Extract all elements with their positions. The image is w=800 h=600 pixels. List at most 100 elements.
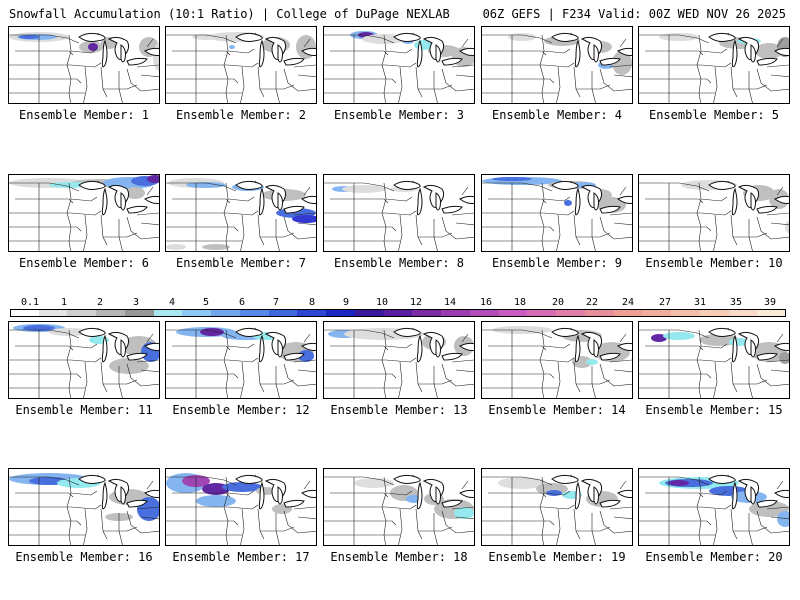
- legend-swatch: [699, 309, 729, 317]
- ensemble-member-map: [8, 321, 160, 399]
- ensemble-member-label: Ensemble Member: 20: [645, 550, 783, 564]
- legend-tick-label: 1: [60, 297, 68, 308]
- snowfall-color-legend: 0.1 1 2 3 4 5 6 7 8 9 10 12 14 16 18 20 22 24 27 31 35 39: [10, 297, 787, 319]
- legend-swatch: [584, 309, 614, 317]
- snowfall-map: [639, 32, 789, 103]
- snowfall-map: [482, 177, 632, 251]
- legend-tick-label: 24: [621, 297, 635, 308]
- ensemble-member-map: [481, 26, 633, 104]
- legend-tick-label: 4: [168, 297, 176, 308]
- legend-swatch: [728, 309, 758, 317]
- legend-tick-label: 10: [375, 297, 389, 308]
- ensemble-member-label: Ensemble Member: 7: [175, 256, 307, 270]
- legend-tick-label: 18: [513, 297, 527, 308]
- ensemble-member-map: [638, 174, 790, 252]
- snowfall-map: [324, 327, 474, 398]
- snowfall-map: [324, 474, 474, 545]
- legend-tick-label: 3: [132, 297, 140, 308]
- legend-tick-label: 2: [96, 297, 104, 308]
- ensemble-member-label: Ensemble Member: 9: [491, 256, 623, 270]
- legend-swatch: [268, 309, 298, 317]
- ensemble-member-label: Ensemble Member: 4: [491, 108, 623, 122]
- ensemble-member-map: [165, 26, 317, 104]
- ensemble-member-label: Ensemble Member: 14: [488, 403, 626, 417]
- legend-swatch: [10, 309, 39, 317]
- ensemble-member-label: Ensemble Member: 5: [648, 108, 780, 122]
- ensemble-member-map: [165, 321, 317, 399]
- legend-swatch: [124, 309, 154, 317]
- snowfall-map: [9, 473, 159, 545]
- legend-swatch: [642, 309, 672, 317]
- legend-swatch: [613, 309, 643, 317]
- snowfall-map: [166, 178, 316, 251]
- ensemble-member-map: [8, 26, 160, 104]
- legend-tick-label: 5: [202, 297, 210, 308]
- legend-swatch: [556, 309, 586, 317]
- legend-tick-label: 8: [308, 297, 316, 308]
- legend-tick-label: 35: [729, 297, 743, 308]
- ensemble-member-map: [165, 468, 317, 546]
- ensemble-member-label: Ensemble Member: 15: [645, 403, 783, 417]
- legend-swatch: [354, 309, 384, 317]
- legend-swatch: [412, 309, 442, 317]
- snowfall-map: [9, 32, 159, 103]
- legend-swatch: [671, 309, 701, 317]
- ensemble-member-map: [638, 26, 790, 104]
- snowfall-map: [639, 474, 789, 545]
- legend-tick-label: 9: [342, 297, 350, 308]
- ensemble-member-label: Ensemble Member: 8: [333, 256, 465, 270]
- snowfall-map: [166, 473, 316, 545]
- snowfall-map: [166, 32, 316, 103]
- snowfall-map: [9, 324, 159, 398]
- legend-swatch: [527, 309, 557, 317]
- ensemble-member-map: [8, 174, 160, 252]
- legend-swatch: [96, 309, 126, 317]
- legend-tick-label: 16: [479, 297, 493, 308]
- ensemble-member-map: [8, 468, 160, 546]
- snowfall-map: [639, 327, 789, 398]
- legend-swatch: [182, 309, 212, 317]
- snowfall-map: [324, 180, 474, 251]
- legend-tick-label: 27: [658, 297, 672, 308]
- ensemble-member-map: [638, 468, 790, 546]
- legend-swatch: [297, 309, 327, 317]
- snowfall-map: [482, 474, 632, 545]
- ensemble-member-map: [481, 468, 633, 546]
- snowfall-map: [482, 32, 632, 103]
- map-title: Snowfall Accumulation (10:1 Ratio) | Col…: [9, 7, 450, 21]
- legend-tick-label: 7: [272, 297, 280, 308]
- legend-swatch: [383, 309, 413, 317]
- snowfall-map: [9, 175, 159, 251]
- legend-swatch: [498, 309, 528, 317]
- ensemble-member-map: [481, 321, 633, 399]
- legend-swatch: [211, 309, 241, 317]
- legend-tick-label: 20: [551, 297, 565, 308]
- ensemble-member-label: Ensemble Member: 6: [18, 256, 150, 270]
- legend-tick-label: 0.1: [20, 297, 40, 308]
- legend-swatch: [239, 309, 269, 317]
- ensemble-member-map: [323, 321, 475, 399]
- ensemble-member-label: Ensemble Member: 13: [330, 403, 468, 417]
- ensemble-member-label: Ensemble Member: 19: [488, 550, 626, 564]
- legend-tick-label: 31: [693, 297, 707, 308]
- legend-tick-label: 12: [409, 297, 423, 308]
- ensemble-member-label: Ensemble Member: 18: [330, 550, 468, 564]
- legend-swatch: [326, 309, 356, 317]
- legend-tick-label: 22: [585, 297, 599, 308]
- snowfall-shading: [354, 478, 474, 519]
- ensemble-member-map: [638, 321, 790, 399]
- legend-tick-label: 39: [763, 297, 777, 308]
- snowfall-map: [166, 327, 316, 398]
- ensemble-member-map: [323, 26, 475, 104]
- legend-swatch: [757, 309, 787, 317]
- ensemble-member-label: Ensemble Member: 1: [18, 108, 150, 122]
- ensemble-member-label: Ensemble Member: 16: [15, 550, 153, 564]
- legend-swatch: [67, 309, 97, 317]
- ensemble-member-label: Ensemble Member: 2: [175, 108, 307, 122]
- ensemble-member-label: Ensemble Member: 12: [172, 403, 310, 417]
- snowfall-map: [482, 326, 632, 398]
- snowfall-map: [324, 31, 474, 103]
- ensemble-member-label: Ensemble Member: 10: [645, 256, 783, 270]
- legend-swatch: [38, 309, 68, 317]
- legend-tick-label: 6: [238, 297, 246, 308]
